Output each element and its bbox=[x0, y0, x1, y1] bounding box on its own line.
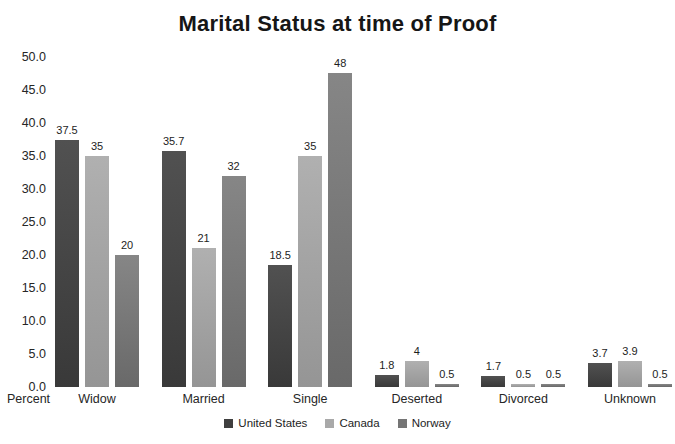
bar-value-label: 4 bbox=[414, 345, 420, 357]
bar-cell: 32 bbox=[222, 57, 246, 387]
bar-norway-divorced bbox=[541, 384, 565, 387]
bar-group-married: 35.7 21 32 bbox=[162, 57, 246, 387]
bar-cell: 0.5 bbox=[541, 57, 565, 387]
category-label-deserted: Deserted bbox=[375, 392, 459, 406]
plot-area: 37.5 35 20 35.7 21 32 18.5 35 48 1.8 4 0.5 1.7 0.5 0.5… bbox=[55, 57, 672, 387]
legend-item-united-states: United States bbox=[224, 417, 307, 429]
y-tick-label: 35.0 bbox=[0, 148, 46, 164]
bar-united-states-divorced bbox=[481, 376, 505, 387]
bar-cell: 3.7 bbox=[588, 57, 612, 387]
bar-cell: 3.9 bbox=[618, 57, 642, 387]
bar-canada-unknown bbox=[618, 361, 642, 387]
bar-cell: 18.5 bbox=[268, 57, 292, 387]
bar-value-label: 35 bbox=[304, 140, 316, 152]
y-axis-unit-label: Percent bbox=[7, 392, 50, 406]
category-label-unknown: Unknown bbox=[588, 392, 672, 406]
bar-cell: 0.5 bbox=[511, 57, 535, 387]
bar-cell: 1.8 bbox=[375, 57, 399, 387]
marital-status-chart: Marital Status at time of Proof 0.05.010… bbox=[0, 0, 675, 444]
bar-cell: 1.7 bbox=[481, 57, 505, 387]
bar-cell: 4 bbox=[405, 57, 429, 387]
bar-value-label: 18.5 bbox=[269, 249, 290, 261]
bar-norway-single bbox=[328, 73, 352, 387]
bar-value-label: 1.7 bbox=[486, 360, 501, 372]
bar-group-divorced: 1.7 0.5 0.5 bbox=[481, 57, 565, 387]
bar-united-states-deserted bbox=[375, 375, 399, 387]
bar-value-label: 35.7 bbox=[163, 135, 184, 147]
y-tick-label: 50.0 bbox=[0, 49, 46, 65]
category-label-divorced: Divorced bbox=[481, 392, 565, 406]
bar-value-label: 0.5 bbox=[546, 368, 561, 380]
y-tick-label: 20.0 bbox=[0, 247, 46, 263]
legend-item-canada: Canada bbox=[325, 417, 379, 429]
bar-cell: 35 bbox=[298, 57, 322, 387]
category-label-widow: Widow bbox=[55, 392, 139, 406]
bar-cell: 0.5 bbox=[648, 57, 672, 387]
bar-united-states-married bbox=[162, 151, 186, 387]
legend-swatch-icon bbox=[398, 419, 407, 428]
bar-cell: 0.5 bbox=[435, 57, 459, 387]
bar-value-label: 3.7 bbox=[592, 347, 607, 359]
bar-cell: 20 bbox=[115, 57, 139, 387]
bar-value-label: 21 bbox=[197, 232, 209, 244]
y-tick-label: 25.0 bbox=[0, 214, 46, 230]
x-axis-category-labels: Widow Married Single Deserted Divorced Unknow… bbox=[55, 392, 672, 406]
bar-value-label: 37.5 bbox=[56, 124, 77, 136]
bar-norway-unknown bbox=[648, 384, 672, 387]
chart-title: Marital Status at time of Proof bbox=[0, 11, 675, 37]
bar-canada-married bbox=[192, 248, 216, 387]
bar-cell: 37.5 bbox=[55, 57, 79, 387]
y-tick-label: 10.0 bbox=[0, 313, 46, 329]
bar-canada-single bbox=[298, 156, 322, 387]
chart-legend: United States Canada Norway bbox=[0, 417, 675, 429]
bar-group-widow: 37.5 35 20 bbox=[55, 57, 139, 387]
y-tick-label: 30.0 bbox=[0, 181, 46, 197]
legend-item-norway: Norway bbox=[398, 417, 451, 429]
y-tick-label: 5.0 bbox=[0, 346, 46, 362]
bar-canada-divorced bbox=[511, 384, 535, 387]
bar-norway-widow bbox=[115, 255, 139, 387]
y-tick-label: 40.0 bbox=[0, 115, 46, 131]
bar-value-label: 3.9 bbox=[622, 345, 637, 357]
bar-united-states-single bbox=[268, 265, 292, 387]
bar-norway-deserted bbox=[435, 384, 459, 387]
bar-cell: 35 bbox=[85, 57, 109, 387]
bar-canada-widow bbox=[85, 156, 109, 387]
bar-value-label: 35 bbox=[91, 140, 103, 152]
bar-cell: 35.7 bbox=[162, 57, 186, 387]
legend-label: United States bbox=[238, 417, 307, 429]
bar-cell: 48 bbox=[328, 57, 352, 387]
y-tick-label: 15.0 bbox=[0, 280, 46, 296]
legend-swatch-icon bbox=[224, 419, 233, 428]
legend-label: Norway bbox=[412, 417, 451, 429]
bar-value-label: 1.8 bbox=[379, 359, 394, 371]
bar-cell: 21 bbox=[192, 57, 216, 387]
bar-canada-deserted bbox=[405, 361, 429, 387]
bar-value-label: 20 bbox=[121, 239, 133, 251]
bar-value-label: 48 bbox=[334, 57, 346, 69]
bar-group-deserted: 1.8 4 0.5 bbox=[375, 57, 459, 387]
bar-united-states-widow bbox=[55, 140, 79, 388]
bar-group-unknown: 3.7 3.9 0.5 bbox=[588, 57, 672, 387]
bar-value-label: 0.5 bbox=[439, 368, 454, 380]
legend-label: Canada bbox=[339, 417, 379, 429]
category-label-single: Single bbox=[268, 392, 352, 406]
bar-united-states-unknown bbox=[588, 363, 612, 387]
legend-swatch-icon bbox=[325, 419, 334, 428]
bar-value-label: 32 bbox=[227, 160, 239, 172]
y-tick-label: 45.0 bbox=[0, 82, 46, 98]
bar-group-single: 18.5 35 48 bbox=[268, 57, 352, 387]
bar-value-label: 0.5 bbox=[652, 368, 667, 380]
bar-norway-married bbox=[222, 176, 246, 387]
bar-value-label: 0.5 bbox=[516, 368, 531, 380]
category-label-married: Married bbox=[162, 392, 246, 406]
